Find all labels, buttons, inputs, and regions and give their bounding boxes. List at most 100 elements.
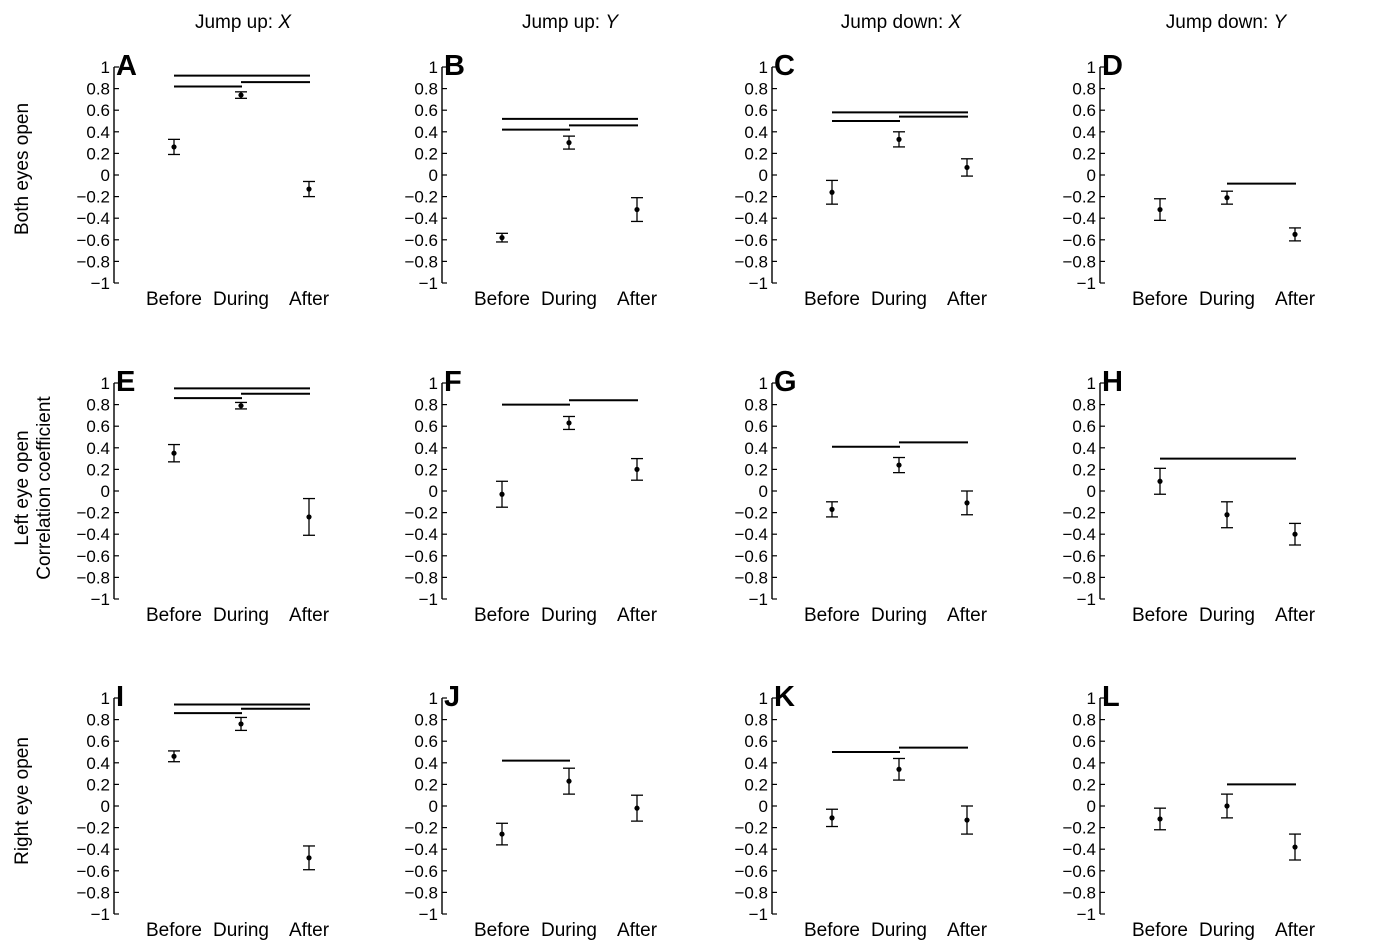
x-tick-label-before: Before	[474, 920, 530, 941]
y-tick-label: −0.4	[404, 209, 438, 228]
y-tick-label: −1	[1077, 590, 1096, 609]
y-tick-label: 0.4	[414, 754, 438, 773]
y-tick-label: 0	[429, 797, 438, 816]
x-tick-label-before: Before	[804, 605, 860, 626]
y-tick-label: 0.2	[86, 460, 110, 479]
y-tick-label: 0.2	[414, 144, 438, 163]
y-tick-label: −0.2	[404, 819, 438, 838]
panel-letter: L	[1102, 681, 1120, 713]
x-tick-label-during: During	[213, 289, 269, 310]
y-tick-label: 0	[1087, 166, 1096, 185]
y-tick-label: −0.8	[734, 568, 768, 587]
y-tick-label: −0.6	[734, 547, 768, 566]
y-tick-label: 0.6	[86, 732, 110, 751]
y-tick-label: −0.4	[404, 525, 438, 544]
y-tick-label: 0.2	[744, 775, 768, 794]
data-point	[566, 778, 572, 784]
y-tick-label: 0.6	[1072, 417, 1096, 436]
y-tick-label: −0.6	[404, 547, 438, 566]
x-tick-label-during: During	[213, 605, 269, 626]
data-point	[499, 831, 505, 837]
y-tick-label: −0.2	[734, 819, 768, 838]
y-tick-label: 0.6	[744, 417, 768, 436]
panel-letter: J	[444, 681, 460, 713]
panel-d: 1 0.8 0.6 0.4 0.2 0 −0.2 −0.4 −0.6 −0.8 −1 Before Du…	[1062, 50, 1315, 310]
y-tick-label: −0.4	[1062, 525, 1096, 544]
y-tick-label: −0.4	[734, 209, 768, 228]
y-tick-label: 0.6	[86, 417, 110, 436]
x-tick-label-after: After	[617, 289, 658, 310]
y-tick-label: 0	[1087, 797, 1096, 816]
y-tick-label: −0.8	[76, 883, 110, 902]
y-tick-label: 1	[1087, 374, 1096, 393]
x-tick-label-before: Before	[1132, 289, 1188, 310]
y-tick-label: 0.6	[414, 732, 438, 751]
y-tick-label: −0.2	[1062, 188, 1096, 207]
x-tick-label-during: During	[871, 289, 927, 310]
y-tick-label: 0.8	[414, 711, 438, 730]
column-header-3: Jump down: X	[841, 12, 963, 33]
y-tick-label: 1	[429, 374, 438, 393]
data-point	[1157, 816, 1163, 822]
y-tick-label: 0.2	[744, 460, 768, 479]
y-tick-label: 0.4	[1072, 123, 1096, 142]
y-tick-label: −0.4	[76, 840, 110, 859]
x-tick-label-during: During	[541, 920, 597, 941]
x-tick-label-during: During	[1199, 289, 1255, 310]
y-tick-label: 0.8	[86, 80, 110, 99]
y-tick-label: 0.4	[744, 439, 768, 458]
data-point	[171, 450, 177, 456]
shared-ylabel: Correlation coefficient	[34, 396, 55, 580]
data-point	[238, 92, 244, 98]
panel-letter: I	[116, 681, 124, 713]
y-tick-label: −0.4	[1062, 840, 1096, 859]
y-tick-label: −1	[91, 590, 110, 609]
y-tick-label: 0.8	[86, 396, 110, 415]
x-tick-label-after: After	[617, 920, 658, 941]
y-tick-label: −0.6	[1062, 547, 1096, 566]
x-tick-label-before: Before	[1132, 605, 1188, 626]
column-header-2: Jump up: Y	[522, 12, 619, 33]
y-tick-label: 0.2	[86, 775, 110, 794]
data-point	[238, 721, 244, 727]
y-tick-label: 0	[759, 797, 768, 816]
y-tick-label: 0	[429, 166, 438, 185]
y-tick-label: −0.8	[1062, 568, 1096, 587]
column-header-1: Jump up: X	[195, 12, 292, 33]
x-tick-label-after: After	[947, 920, 988, 941]
x-tick-label-after: After	[947, 289, 988, 310]
x-tick-label-after: After	[289, 289, 330, 310]
y-tick-label: −0.8	[734, 883, 768, 902]
panel-i: 1 0.8 0.6 0.4 0.2 0 −0.2 −0.4 −0.6 −0.8 −1 Before Du…	[76, 681, 329, 941]
panel-letter: E	[116, 366, 135, 398]
x-tick-label-during: During	[1199, 920, 1255, 941]
panel-b: 1 0.8 0.6 0.4 0.2 0 −0.2 −0.4 −0.6 −0.8 −1 Before Du…	[404, 50, 657, 310]
x-tick-label-during: During	[541, 605, 597, 626]
data-point	[238, 403, 244, 409]
y-tick-label: 1	[101, 374, 110, 393]
panel-letter: F	[444, 366, 462, 398]
panel-f: 1 0.8 0.6 0.4 0.2 0 −0.2 −0.4 −0.6 −0.8 −1 Before Du…	[404, 366, 657, 626]
x-tick-label-during: During	[541, 289, 597, 310]
y-tick-label: −0.2	[734, 504, 768, 523]
x-tick-label-after: After	[1275, 289, 1316, 310]
panel-letter: K	[774, 681, 795, 713]
y-tick-label: −0.4	[734, 840, 768, 859]
y-tick-label: 1	[1087, 689, 1096, 708]
data-point	[1224, 803, 1230, 809]
y-tick-label: 1	[101, 58, 110, 77]
y-tick-label: −1	[749, 590, 768, 609]
data-point	[566, 420, 572, 426]
y-tick-label: −0.6	[734, 231, 768, 250]
x-tick-label-during: During	[871, 920, 927, 941]
y-tick-label: −0.4	[734, 525, 768, 544]
y-tick-label: 0.4	[1072, 439, 1096, 458]
panel-letter: C	[774, 50, 795, 82]
y-tick-label: 1	[759, 374, 768, 393]
data-point	[306, 186, 312, 192]
y-tick-label: −1	[91, 274, 110, 293]
x-tick-label-before: Before	[1132, 920, 1188, 941]
y-tick-label: −0.6	[734, 862, 768, 881]
data-point	[896, 136, 902, 142]
